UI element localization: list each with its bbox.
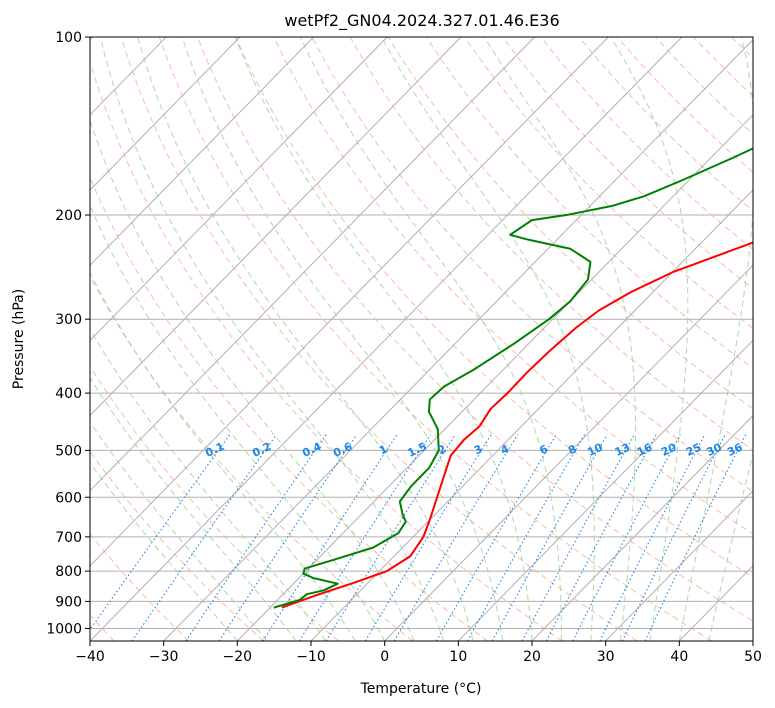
y-tick-label: 300 (55, 312, 82, 328)
dry-adiabat-line (90, 450, 264, 641)
x-tick-label: −40 (75, 649, 105, 665)
dry-adiabat-line (387, 37, 753, 410)
isotherm-line (90, 37, 314, 266)
mixing-ratio-line (521, 434, 635, 641)
plot-frame (89, 36, 754, 642)
y-tick-label: 200 (55, 208, 82, 224)
dry-adiabat-line (273, 37, 753, 535)
mixing-ratio-line (572, 434, 681, 641)
moist-adiabat-line (381, 37, 595, 641)
dry-adiabat-line (349, 37, 753, 451)
y-tick-label: 100 (55, 30, 82, 46)
mixing-ratio-line (435, 434, 557, 641)
mixing-ratio-label: 13 (613, 441, 632, 459)
mixing-ratio-line (325, 434, 456, 641)
y-tick-label: 1000 (46, 621, 82, 637)
mixing-ratio-line (298, 434, 432, 641)
isotherm-line (752, 640, 753, 641)
moist-adiabat-line (483, 37, 637, 641)
x-tick-label: −20 (223, 649, 253, 665)
dry-adiabat-line (90, 365, 339, 641)
isotherm-line (90, 37, 683, 641)
dry-adiabat-line (311, 37, 753, 493)
moist-adiabat-line (90, 118, 415, 641)
dry-adiabat-line (90, 275, 414, 641)
mixing-ratio-line (621, 434, 726, 641)
mixing-ratio-line (185, 434, 327, 641)
y-axis-label: Pressure (hPa) (11, 289, 27, 389)
y-tick-label: 700 (55, 530, 82, 546)
mixing-ratio-label: 36 (725, 441, 745, 459)
mixing-ratio-line (393, 434, 519, 641)
mixing-ratio-line (491, 434, 608, 641)
x-tick-label: −30 (149, 649, 179, 665)
background-lines (90, 37, 775, 641)
isotherm-line (90, 37, 535, 492)
moist-adiabat-line (181, 37, 504, 641)
moist-adiabat-line (610, 37, 689, 641)
moist-adiabat-line (90, 421, 268, 641)
dry-adiabat-line (90, 60, 563, 641)
dry-adiabat-line (770, 37, 775, 641)
mixing-ratio-line (467, 434, 586, 641)
isotherm-line (90, 37, 241, 191)
mixing-ratio-line (131, 434, 277, 641)
moist-adiabat-line (90, 271, 356, 641)
x-tick-label: 0 (380, 649, 389, 665)
y-tick-label: 600 (55, 490, 82, 506)
mixing-ratio-label: 10 (585, 441, 605, 459)
x-tick-label: 40 (670, 649, 688, 665)
moist-adiabat-line (90, 204, 386, 641)
x-tick-label: 10 (449, 649, 467, 665)
mixing-ratio-label: 16 (635, 441, 655, 459)
mixing-ratio-label: 25 (684, 441, 703, 459)
dry-adiabat-line (90, 176, 488, 641)
isotherm-line (236, 114, 753, 641)
dry-adiabat-line (235, 37, 753, 578)
moist-adiabat-line (708, 451, 753, 641)
x-tick-label: 30 (597, 649, 615, 665)
mixing-ratio-label: 20 (659, 441, 679, 459)
x-axis-label: Temperature (°C) (360, 681, 482, 697)
dry-adiabat-line (158, 37, 712, 641)
moist-adiabat-line (99, 37, 445, 641)
moist-adiabat-line (90, 461, 238, 641)
y-tick-label: 800 (55, 564, 82, 580)
isotherm-line (90, 37, 609, 567)
x-tick-label: −10 (296, 649, 326, 665)
moist-adiabat-line (299, 37, 562, 641)
mixing-ratio-line (364, 434, 492, 641)
y-tick-label: 500 (55, 443, 82, 459)
dry-adiabat-line (196, 37, 753, 622)
isotherm-line (310, 189, 753, 641)
isotherm-line (384, 264, 753, 641)
isotherm-line (163, 38, 753, 641)
temperature-profile-line (281, 241, 753, 609)
isotherm-line (90, 37, 388, 342)
isotherm-line (90, 37, 462, 417)
moist-adiabat-line (678, 37, 753, 641)
moist-adiabat-line (137, 37, 474, 641)
mixing-ratio-label: 30 (704, 441, 724, 459)
moist-adiabat-line (90, 327, 327, 641)
dry-adiabat-line (120, 37, 638, 641)
dewpoint-profile-line (273, 147, 753, 609)
x-tick-label: 20 (523, 649, 541, 665)
y-tick-label: 400 (55, 386, 82, 402)
mixing-ratio-line (262, 434, 398, 641)
mixing-ratio-line (599, 434, 706, 641)
dry-adiabat-line (425, 37, 753, 369)
moist-adiabat-line (90, 376, 297, 641)
isotherm-line (605, 489, 753, 641)
axes: −40 −30 −20 −10 0 10 20 30 40 50 1000 900 800 700 600 5… (46, 30, 762, 665)
plot-background (90, 37, 753, 641)
chart-title: wetPf2_GN04.2024.327.01.46.E36 (284, 11, 559, 31)
moist-adiabat-line (234, 37, 533, 641)
x-tick-label: 50 (744, 649, 762, 665)
y-tick-label: 900 (55, 594, 82, 610)
profile-lines (273, 147, 753, 609)
